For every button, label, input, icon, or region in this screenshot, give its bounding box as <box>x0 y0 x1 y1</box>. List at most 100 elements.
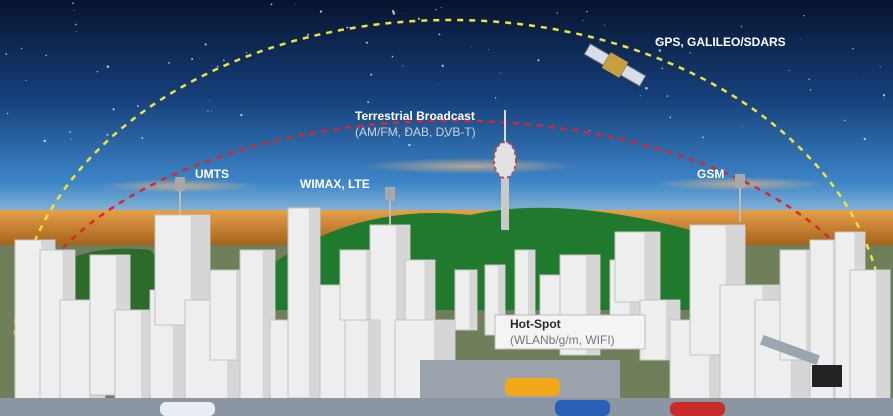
star <box>661 67 664 70</box>
star <box>882 94 886 97</box>
star <box>417 17 420 20</box>
star <box>803 15 805 17</box>
star <box>441 64 444 67</box>
star <box>391 10 395 13</box>
star <box>25 79 27 82</box>
star <box>319 10 323 13</box>
star <box>658 49 662 52</box>
star <box>204 43 207 46</box>
star <box>856 76 858 78</box>
star <box>586 10 588 13</box>
star <box>537 59 540 62</box>
star <box>494 97 497 99</box>
tower-shaft <box>501 170 509 230</box>
haze <box>360 158 580 174</box>
star <box>45 54 47 57</box>
star <box>809 89 812 91</box>
building-shade <box>644 232 660 302</box>
star <box>689 52 691 54</box>
star <box>657 38 660 42</box>
satellite <box>583 43 647 87</box>
star <box>199 58 200 59</box>
star <box>223 59 225 62</box>
building-shade <box>469 270 477 330</box>
star <box>603 24 605 26</box>
node-sublabel: (AM/FM, DAB, DVB-T) <box>355 125 476 139</box>
building-shade <box>424 260 435 340</box>
star <box>438 33 441 36</box>
car <box>670 402 725 416</box>
star <box>307 33 310 36</box>
broadcast-coverage-arc <box>13 119 887 331</box>
satellite-coverage-arc <box>13 18 887 336</box>
star <box>168 62 170 64</box>
star <box>245 52 248 54</box>
star <box>6 112 9 115</box>
star <box>879 66 881 68</box>
star <box>392 12 396 15</box>
star <box>72 2 74 4</box>
star <box>96 70 99 73</box>
star <box>669 116 672 119</box>
broadcast-tower <box>493 110 517 230</box>
star <box>69 130 72 133</box>
antenna-head <box>735 174 745 188</box>
sign-gantry <box>760 335 820 365</box>
stars <box>5 2 886 147</box>
building-shade <box>876 270 890 400</box>
star <box>435 8 437 11</box>
star <box>121 24 123 25</box>
star <box>391 55 394 58</box>
star <box>437 83 439 85</box>
star <box>370 73 373 76</box>
star <box>294 3 296 5</box>
node-label: GPS, GALILEO/SDARS <box>655 35 786 49</box>
star <box>444 134 447 137</box>
star <box>75 23 77 26</box>
star <box>209 100 211 102</box>
star <box>470 46 472 48</box>
star <box>207 110 209 112</box>
star <box>556 12 558 14</box>
star <box>371 133 374 135</box>
building-shade <box>367 320 380 400</box>
star <box>844 119 846 122</box>
sign <box>812 365 842 387</box>
star <box>20 47 23 50</box>
antenna-head <box>385 187 395 201</box>
road <box>0 398 893 416</box>
star <box>217 65 219 68</box>
satellite-body <box>601 52 629 78</box>
star <box>401 13 403 14</box>
node-label: Terrestrial Broadcast <box>355 109 475 123</box>
star <box>582 19 584 21</box>
star <box>741 24 743 26</box>
star <box>800 39 801 40</box>
building-shade <box>190 215 210 325</box>
star <box>645 86 648 90</box>
star <box>270 3 273 6</box>
building-shade <box>308 208 320 398</box>
star <box>401 65 404 67</box>
star <box>136 105 139 108</box>
star <box>408 143 411 147</box>
tower-head <box>493 141 517 179</box>
star <box>70 138 72 140</box>
star <box>112 108 115 111</box>
star <box>191 58 194 61</box>
star <box>43 139 46 143</box>
car <box>505 378 560 396</box>
star <box>76 31 78 33</box>
building-shade <box>498 265 505 335</box>
star <box>852 48 854 50</box>
node-sublabel: (WLANb/g/m, WIFI) <box>510 333 615 347</box>
node-label: Hot-Spot <box>510 317 561 331</box>
star <box>599 41 601 43</box>
star <box>741 126 743 127</box>
star <box>365 41 368 44</box>
star <box>367 101 370 104</box>
solar-panel <box>619 64 647 87</box>
solar-panel <box>583 43 611 66</box>
star <box>884 98 885 100</box>
